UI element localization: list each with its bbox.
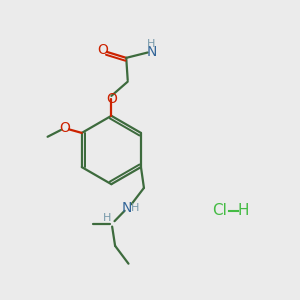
Text: H: H	[147, 39, 156, 49]
Text: H: H	[103, 213, 111, 223]
Text: H: H	[131, 202, 139, 212]
Text: N: N	[146, 45, 157, 59]
Text: O: O	[106, 92, 117, 106]
Text: H: H	[238, 203, 249, 218]
Text: O: O	[98, 44, 109, 57]
Text: Cl: Cl	[212, 203, 227, 218]
Text: O: O	[59, 121, 70, 135]
Text: N: N	[122, 201, 133, 215]
